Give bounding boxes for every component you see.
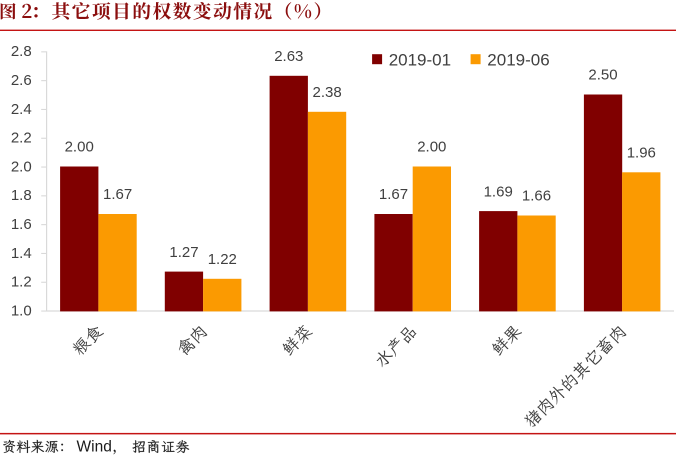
svg-text:1.4: 1.4 — [11, 245, 32, 262]
svg-text:2.0: 2.0 — [11, 158, 32, 175]
svg-text:2.8: 2.8 — [11, 43, 32, 60]
svg-text:2.6: 2.6 — [11, 72, 32, 89]
svg-text:1.96: 1.96 — [627, 145, 656, 162]
svg-text:2.50: 2.50 — [588, 67, 617, 84]
svg-text:2.00: 2.00 — [417, 139, 446, 156]
svg-text:Wind: Wind — [77, 438, 112, 455]
svg-text:1.67: 1.67 — [103, 186, 132, 203]
svg-text:1.67: 1.67 — [379, 186, 408, 203]
svg-text:1.22: 1.22 — [208, 251, 237, 268]
svg-text:1.8: 1.8 — [11, 187, 32, 204]
svg-text:1.69: 1.69 — [484, 183, 513, 200]
svg-text:1.27: 1.27 — [169, 244, 198, 261]
svg-text:1.6: 1.6 — [11, 216, 32, 233]
svg-text:2.2: 2.2 — [11, 130, 32, 147]
svg-text:2.63: 2.63 — [274, 48, 303, 65]
svg-text:2.00: 2.00 — [65, 139, 94, 156]
svg-text:2.38: 2.38 — [312, 84, 341, 101]
svg-text:2019-06: 2019-06 — [487, 51, 549, 70]
svg-text:1.0: 1.0 — [11, 302, 32, 319]
svg-text:2019-01: 2019-01 — [389, 51, 451, 70]
svg-text:1.66: 1.66 — [522, 188, 551, 205]
svg-text:2.4: 2.4 — [11, 101, 32, 118]
svg-text:1.2: 1.2 — [11, 274, 32, 291]
